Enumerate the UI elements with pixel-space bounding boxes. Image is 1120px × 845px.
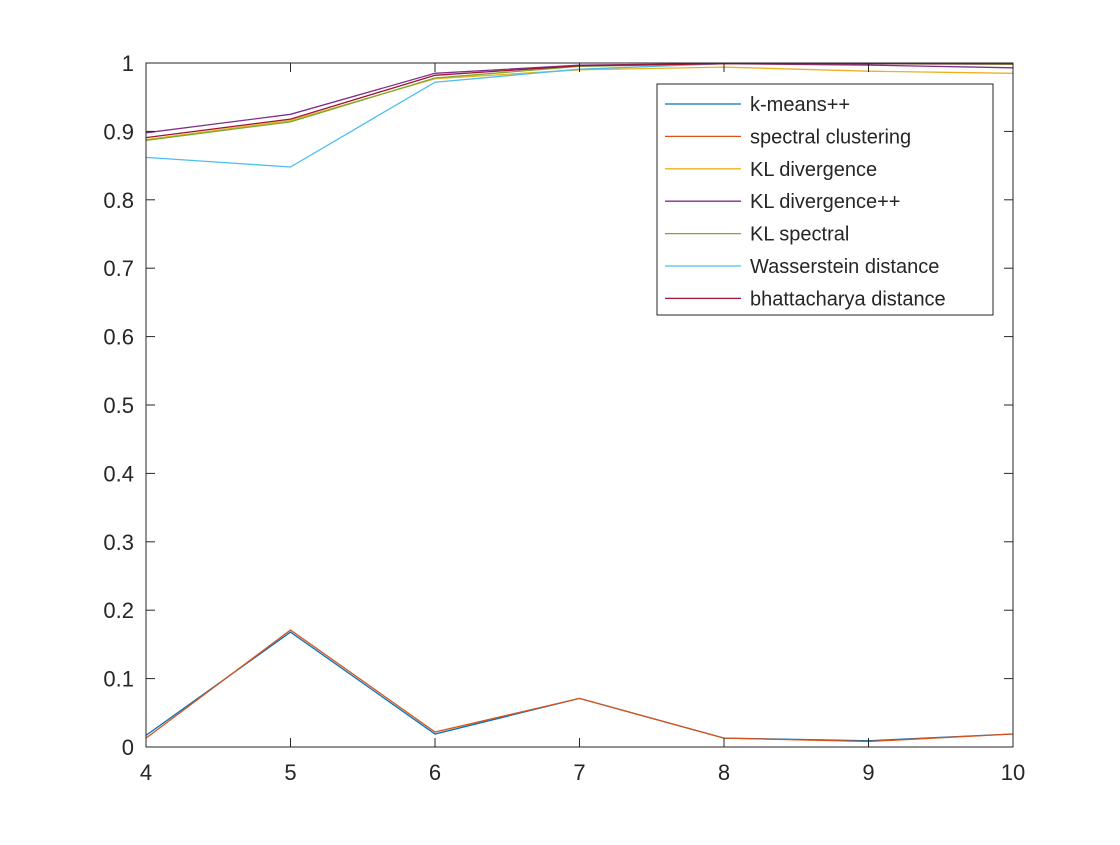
y-tick-label: 0.3 <box>103 530 134 555</box>
y-tick-label: 1 <box>122 51 134 76</box>
y-tick-label: 0.7 <box>103 256 134 281</box>
y-tick-label: 0.5 <box>103 393 134 418</box>
legend-label: spectral clustering <box>750 126 911 148</box>
x-tick-label: 5 <box>284 760 296 785</box>
y-tick-label: 0.1 <box>103 667 134 692</box>
x-tick-label: 4 <box>140 760 152 785</box>
y-tick-label: 0.4 <box>103 461 134 486</box>
y-tick-label: 0.6 <box>103 325 134 350</box>
legend-label: Wasserstein distance <box>750 256 939 278</box>
y-tick-label: 0.2 <box>103 598 134 623</box>
legend-label: bhattacharya distance <box>750 288 946 310</box>
legend-label: KL spectral <box>750 224 849 246</box>
x-tick-label: 8 <box>718 760 730 785</box>
y-tick-label: 0 <box>122 735 134 760</box>
x-tick-label: 7 <box>573 760 585 785</box>
x-tick-label: 6 <box>429 760 441 785</box>
x-tick-label: 10 <box>1001 760 1025 785</box>
legend-label: KL divergence++ <box>750 191 900 213</box>
legend-label: k-means++ <box>750 94 850 116</box>
legend-label: KL divergence <box>750 159 877 181</box>
y-tick-label: 0.8 <box>103 188 134 213</box>
y-tick-label: 0.9 <box>103 119 134 144</box>
x-tick-label: 9 <box>862 760 874 785</box>
legend-box <box>656 83 994 316</box>
